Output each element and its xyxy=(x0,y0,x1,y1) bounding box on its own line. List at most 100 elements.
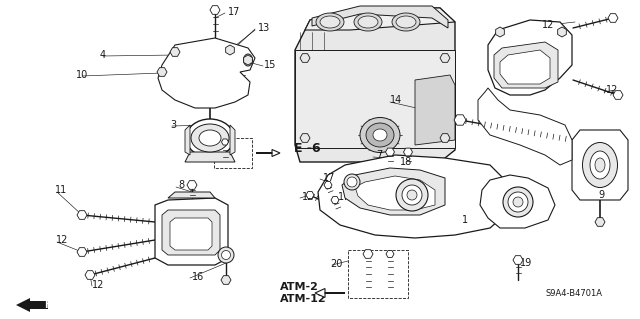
Polygon shape xyxy=(300,54,310,62)
Ellipse shape xyxy=(407,190,417,200)
Text: 12: 12 xyxy=(542,20,554,30)
Text: 12: 12 xyxy=(606,85,618,95)
Polygon shape xyxy=(170,48,180,56)
Text: 15: 15 xyxy=(264,60,276,70)
Polygon shape xyxy=(495,27,504,37)
Text: 19: 19 xyxy=(520,258,532,268)
Polygon shape xyxy=(221,139,228,145)
Polygon shape xyxy=(295,50,455,148)
Text: 9: 9 xyxy=(598,190,604,200)
Polygon shape xyxy=(494,42,558,88)
Polygon shape xyxy=(210,6,220,14)
Polygon shape xyxy=(385,148,394,156)
Text: 12: 12 xyxy=(56,235,68,245)
FancyArrow shape xyxy=(315,288,345,298)
Polygon shape xyxy=(440,54,450,62)
Polygon shape xyxy=(221,276,231,284)
Polygon shape xyxy=(185,125,190,155)
Text: 8: 8 xyxy=(178,180,184,190)
Ellipse shape xyxy=(360,117,400,152)
Polygon shape xyxy=(300,134,310,142)
Ellipse shape xyxy=(354,13,382,31)
Polygon shape xyxy=(572,130,628,200)
Polygon shape xyxy=(226,45,234,55)
Polygon shape xyxy=(162,210,220,255)
Text: E -6: E -6 xyxy=(294,142,321,154)
Ellipse shape xyxy=(366,123,394,147)
Polygon shape xyxy=(342,168,445,215)
Ellipse shape xyxy=(396,179,428,211)
Ellipse shape xyxy=(396,16,416,28)
Text: 12: 12 xyxy=(92,280,104,290)
Ellipse shape xyxy=(595,158,605,172)
Polygon shape xyxy=(168,192,215,198)
Polygon shape xyxy=(306,191,314,198)
FancyArrow shape xyxy=(16,298,48,312)
Polygon shape xyxy=(454,115,466,125)
Ellipse shape xyxy=(402,185,422,205)
Ellipse shape xyxy=(513,197,523,207)
Polygon shape xyxy=(170,218,212,250)
Polygon shape xyxy=(157,68,167,76)
Ellipse shape xyxy=(218,247,234,263)
Text: 17: 17 xyxy=(323,173,335,183)
Polygon shape xyxy=(557,27,566,37)
FancyBboxPatch shape xyxy=(214,138,252,168)
Polygon shape xyxy=(244,55,252,65)
Text: 10: 10 xyxy=(76,70,88,80)
Ellipse shape xyxy=(590,151,610,179)
Ellipse shape xyxy=(320,16,340,28)
Text: 11: 11 xyxy=(55,185,67,195)
Ellipse shape xyxy=(344,174,360,190)
Polygon shape xyxy=(324,182,332,189)
Ellipse shape xyxy=(373,129,387,141)
Ellipse shape xyxy=(191,124,229,152)
FancyArrow shape xyxy=(256,150,280,157)
Polygon shape xyxy=(187,181,197,189)
Text: 17: 17 xyxy=(228,7,241,17)
Polygon shape xyxy=(403,148,413,156)
Polygon shape xyxy=(386,250,394,257)
Ellipse shape xyxy=(186,119,234,157)
Text: ATM-12: ATM-12 xyxy=(280,294,326,304)
Text: 7: 7 xyxy=(376,150,382,160)
Polygon shape xyxy=(440,134,450,142)
Text: 5: 5 xyxy=(432,191,438,201)
Polygon shape xyxy=(415,75,455,145)
Polygon shape xyxy=(305,8,455,30)
Polygon shape xyxy=(355,176,435,210)
Ellipse shape xyxy=(503,187,533,217)
Ellipse shape xyxy=(508,192,528,212)
Polygon shape xyxy=(478,88,572,165)
Text: 16: 16 xyxy=(192,272,204,282)
Text: 2: 2 xyxy=(600,143,606,153)
Polygon shape xyxy=(158,38,255,108)
Polygon shape xyxy=(77,248,87,256)
Text: 17: 17 xyxy=(338,192,350,202)
Ellipse shape xyxy=(347,177,357,187)
Polygon shape xyxy=(363,250,373,258)
Ellipse shape xyxy=(243,54,253,66)
Polygon shape xyxy=(488,20,572,95)
Polygon shape xyxy=(613,91,623,99)
Ellipse shape xyxy=(392,13,420,31)
Polygon shape xyxy=(230,125,235,155)
Polygon shape xyxy=(155,198,228,265)
Ellipse shape xyxy=(316,13,344,31)
Polygon shape xyxy=(513,256,523,264)
Text: 20: 20 xyxy=(330,259,342,269)
Ellipse shape xyxy=(358,16,378,28)
Text: 3: 3 xyxy=(170,120,176,130)
FancyBboxPatch shape xyxy=(348,250,408,298)
Polygon shape xyxy=(77,211,87,219)
Text: 6: 6 xyxy=(502,80,508,90)
Polygon shape xyxy=(295,8,455,162)
Ellipse shape xyxy=(199,130,221,146)
Polygon shape xyxy=(595,218,605,226)
Text: FR.: FR. xyxy=(44,300,62,310)
Polygon shape xyxy=(185,152,235,162)
Text: 12: 12 xyxy=(302,192,314,202)
Polygon shape xyxy=(500,50,550,84)
Polygon shape xyxy=(480,175,555,228)
Polygon shape xyxy=(85,271,95,279)
